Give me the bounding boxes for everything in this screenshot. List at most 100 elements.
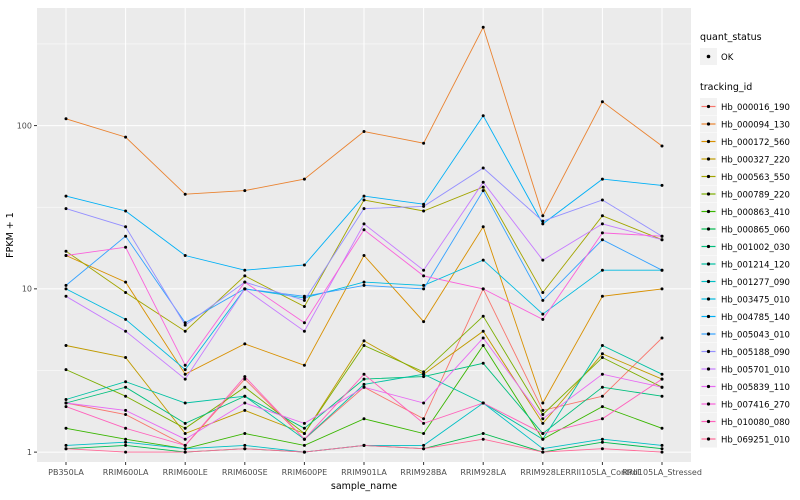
- legend-point: [706, 314, 711, 319]
- legend-point: [706, 139, 711, 144]
- data-point: [362, 382, 366, 386]
- data-point: [541, 401, 545, 405]
- data-point: [243, 342, 247, 346]
- legend-point: [706, 332, 711, 336]
- data-point: [64, 254, 68, 257]
- data-point: [541, 291, 545, 294]
- legend-label-tracking-id: Hb_007416_270: [721, 401, 790, 411]
- data-point: [362, 280, 366, 284]
- data-point: [422, 209, 426, 213]
- data-point: [124, 394, 128, 398]
- data-point: [541, 437, 545, 441]
- data-point: [124, 450, 128, 454]
- data-point: [481, 287, 485, 291]
- data-point: [600, 222, 604, 226]
- data-point: [660, 377, 664, 381]
- data-point: [660, 336, 664, 340]
- data-point: [124, 245, 128, 249]
- data-point: [600, 100, 604, 104]
- data-point: [660, 144, 664, 148]
- legend: quant_status OK tracking_id Hb_000016_190 Hb…: [700, 32, 790, 448]
- series-points: [64, 25, 664, 454]
- data-point: [481, 401, 485, 405]
- data-point: [541, 219, 545, 223]
- data-point: [422, 287, 426, 291]
- data-point: [600, 214, 604, 218]
- data-point: [422, 283, 426, 287]
- data-point: [481, 344, 485, 347]
- legend-point: [706, 244, 711, 249]
- data-point: [481, 437, 485, 441]
- data-point: [422, 372, 426, 376]
- data-point: [183, 192, 187, 196]
- data-point: [124, 413, 128, 416]
- data-point: [481, 225, 485, 229]
- data-point: [183, 329, 187, 333]
- data-point: [600, 177, 604, 181]
- data-point: [64, 401, 68, 405]
- y-tick-label: 10: [22, 285, 32, 294]
- data-point: [362, 194, 366, 198]
- data-point: [124, 280, 128, 284]
- data-point: [243, 408, 247, 412]
- data-point: [124, 356, 128, 359]
- data-point: [64, 368, 68, 372]
- x-tick-label: PB350LA: [48, 468, 84, 477]
- data-point: [600, 394, 604, 398]
- legend-point: [706, 419, 711, 424]
- data-point: [600, 352, 604, 356]
- data-point: [600, 437, 604, 441]
- data-point: [422, 417, 426, 421]
- data-point: [243, 394, 247, 398]
- data-point: [64, 117, 68, 121]
- data-point: [600, 417, 604, 421]
- legend-label-tracking-id: Hb_000094_130: [721, 121, 790, 131]
- data-point: [302, 298, 306, 302]
- data-point: [541, 450, 545, 454]
- legend-point: [706, 174, 711, 179]
- data-point: [660, 447, 664, 451]
- data-point: [362, 443, 366, 447]
- data-point: [481, 314, 485, 318]
- data-point: [302, 437, 306, 441]
- data-point: [243, 447, 247, 451]
- data-point: [124, 385, 128, 389]
- data-point: [362, 339, 366, 343]
- data-point: [422, 432, 426, 435]
- data-point: [124, 291, 128, 294]
- data-point: [541, 432, 545, 435]
- data-point: [541, 222, 545, 226]
- legend-label-tracking-id: Hb_001277_090: [721, 278, 790, 288]
- data-point: [183, 447, 187, 451]
- data-point: [362, 222, 366, 226]
- data-point: [422, 443, 426, 447]
- legend-point: [706, 262, 711, 266]
- data-point: [124, 329, 128, 333]
- data-point: [541, 421, 545, 425]
- data-point: [600, 385, 604, 389]
- data-point: [541, 298, 545, 302]
- legend-label-tracking-id: Hb_005188_090: [721, 348, 790, 358]
- legend-point: [706, 349, 711, 354]
- data-point: [660, 450, 664, 454]
- data-point: [243, 268, 247, 272]
- data-point: [600, 372, 604, 376]
- data-point: [362, 207, 366, 211]
- data-point: [422, 375, 426, 379]
- data-point: [541, 447, 545, 451]
- data-point: [541, 417, 545, 421]
- data-point: [302, 426, 306, 430]
- legend-label-tracking-id: Hb_000863_410: [721, 208, 790, 218]
- data-point: [64, 426, 68, 430]
- data-point: [362, 385, 366, 389]
- legend-label-tracking-id: Hb_003475_010: [721, 296, 790, 306]
- data-point: [183, 377, 187, 381]
- data-point: [183, 443, 187, 447]
- data-point: [481, 185, 485, 189]
- data-point: [362, 130, 366, 133]
- data-point: [302, 321, 306, 325]
- legend-point: [706, 157, 711, 161]
- data-point: [64, 207, 68, 211]
- data-point: [302, 363, 306, 367]
- data-point: [422, 370, 426, 374]
